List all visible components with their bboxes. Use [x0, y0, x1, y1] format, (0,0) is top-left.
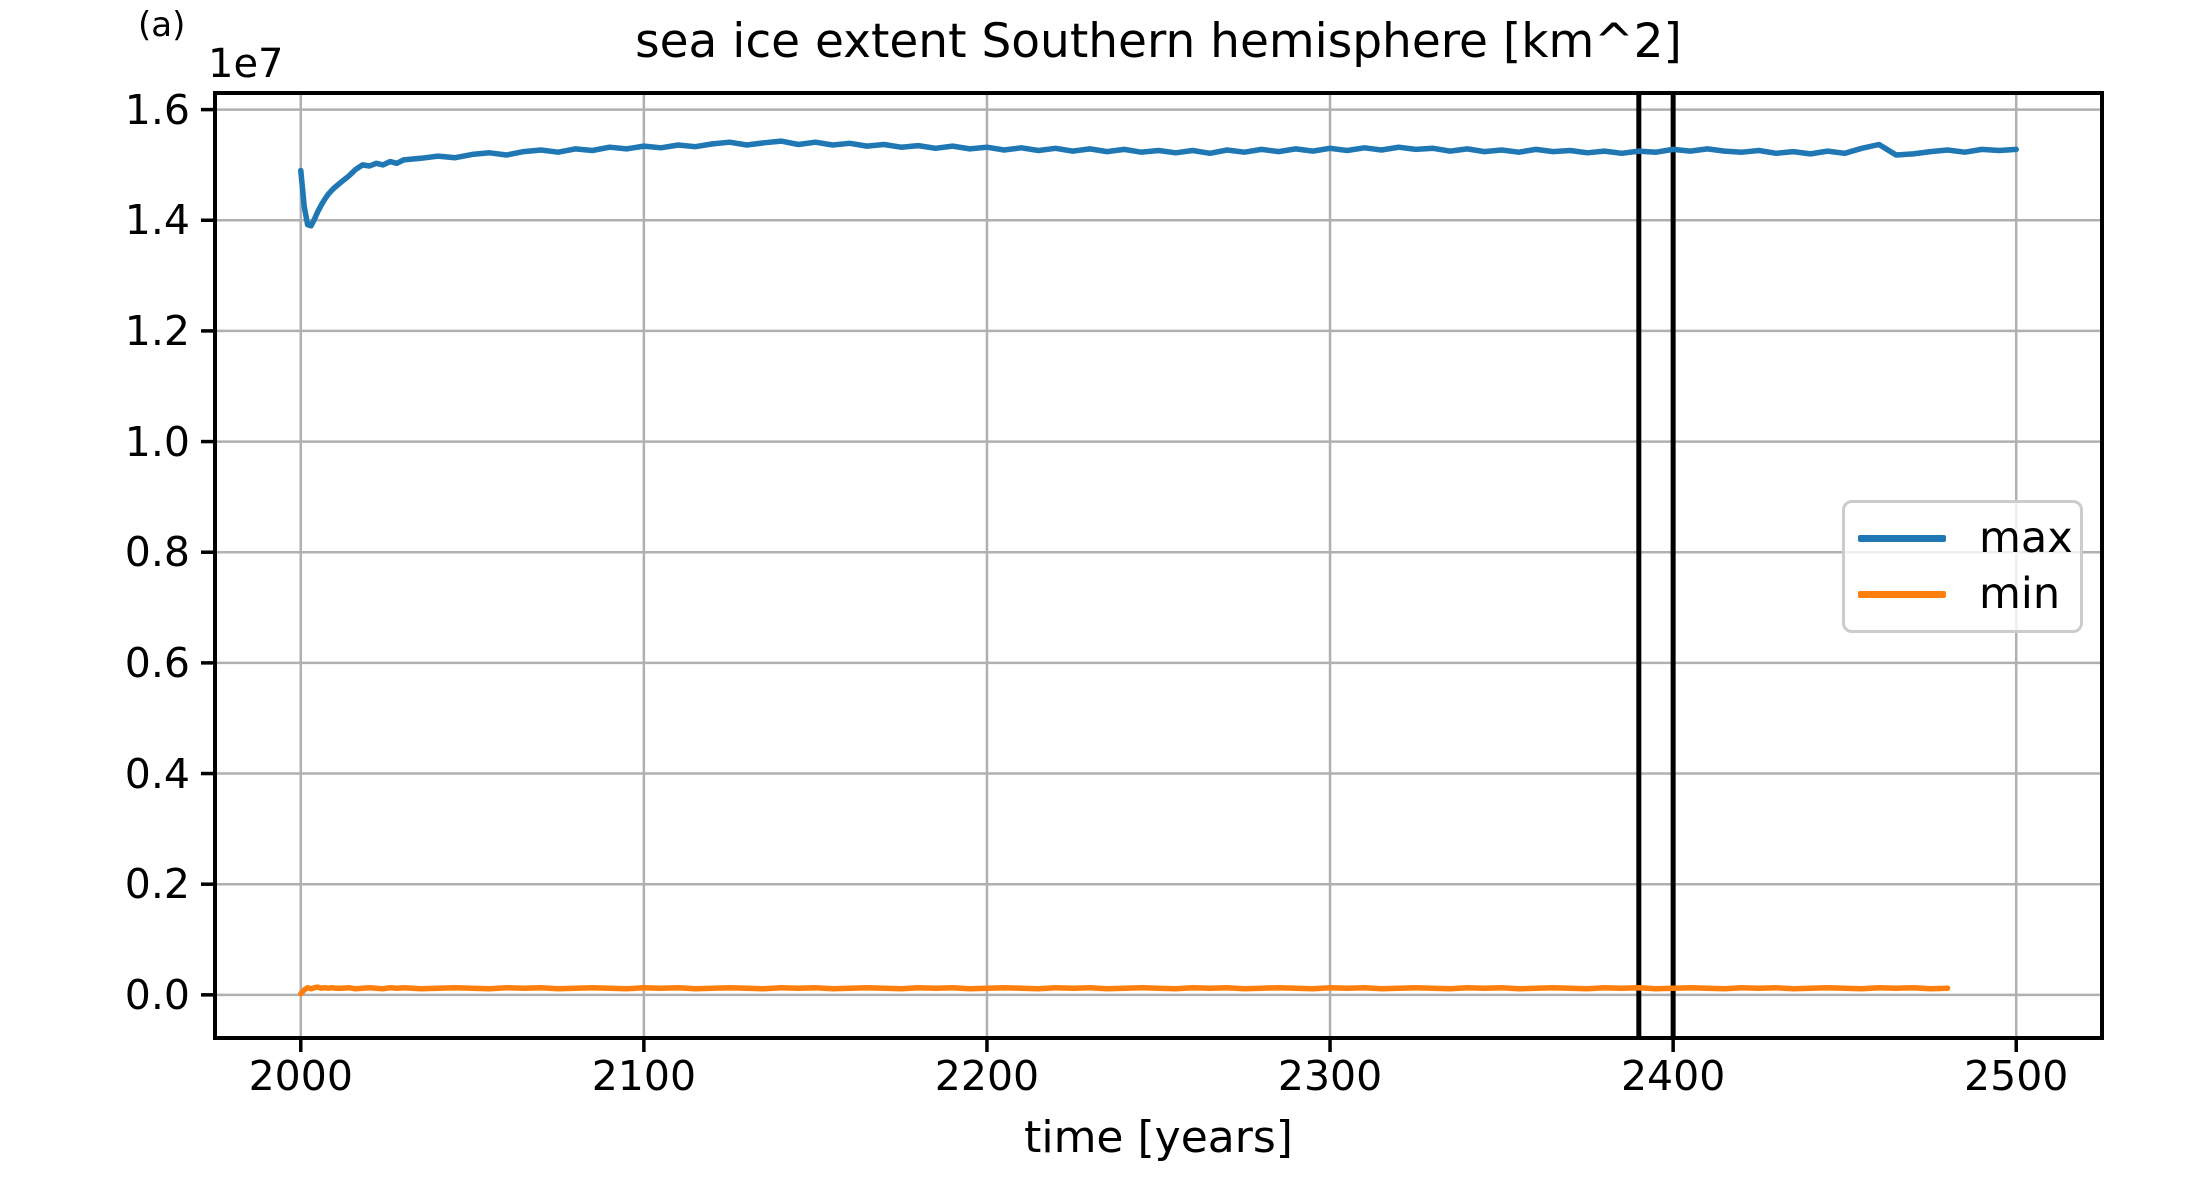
legend-item-max: max — [1858, 512, 2080, 563]
panel-label: (a) — [138, 5, 186, 45]
legend-item-min: min — [1858, 573, 2080, 616]
y-axis-offset-label: 1e7 — [208, 41, 284, 87]
x-axis-label: time [years] — [1024, 1112, 1293, 1163]
chart-title: sea ice extent Southern hemisphere [km^2… — [635, 14, 1682, 69]
legend-label-min: min — [1979, 569, 2061, 620]
legend: max min — [1842, 500, 2083, 633]
legend-line-sample-min — [1858, 591, 1946, 599]
legend-label-max: max — [1979, 512, 2073, 563]
series-line-min — [298, 984, 1951, 997]
series-line-max — [298, 138, 2019, 229]
axes-spines — [213, 91, 2104, 1040]
legend-line-sample-max — [1858, 534, 1946, 542]
